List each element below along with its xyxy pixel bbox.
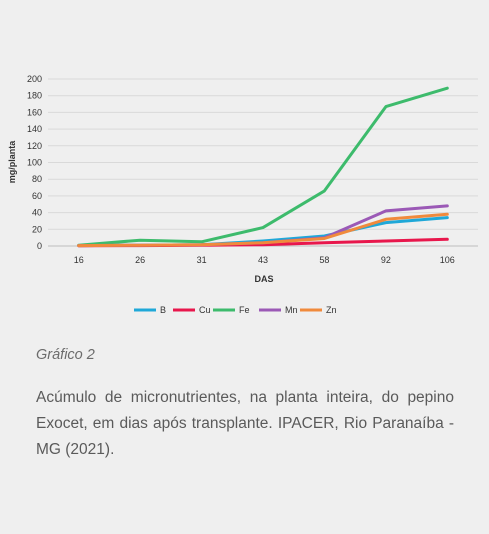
y-tick-label: 180 bbox=[27, 91, 42, 101]
legend-label-b: B bbox=[160, 305, 166, 315]
y-tick-label: 60 bbox=[32, 191, 42, 201]
y-tick-label: 100 bbox=[27, 158, 42, 168]
x-tick-labels: 16 26 31 43 58 92 106 bbox=[74, 255, 455, 265]
y-tick-label: 80 bbox=[32, 174, 42, 184]
legend-label-zn: Zn bbox=[326, 305, 337, 315]
figure-number: Gráfico 2 bbox=[36, 347, 95, 363]
legend: B Cu Fe Mn Zn bbox=[134, 305, 337, 315]
x-tick-label: 106 bbox=[440, 255, 455, 265]
series-lines bbox=[77, 86, 449, 248]
y-tick-label: 0 bbox=[37, 241, 42, 251]
series-line-fe bbox=[77, 86, 449, 247]
legend-label-fe: Fe bbox=[239, 305, 250, 315]
figure-caption: Acúmulo de micronutrientes, na planta in… bbox=[36, 389, 454, 458]
x-tick-label: 58 bbox=[319, 255, 329, 265]
legend-label-mn: Mn bbox=[285, 305, 298, 315]
x-tick-label: 92 bbox=[381, 255, 391, 265]
series-line-zn bbox=[77, 212, 449, 248]
legend-label-cu: Cu bbox=[199, 305, 211, 315]
y-tick-label: 120 bbox=[27, 141, 42, 151]
y-axis-title: mg/planta bbox=[7, 140, 17, 183]
y-tick-label: 160 bbox=[27, 107, 42, 117]
x-tick-label: 26 bbox=[135, 255, 145, 265]
x-tick-label: 43 bbox=[258, 255, 268, 265]
x-tick-label: 31 bbox=[197, 255, 207, 265]
micronutrient-line-chart: 0 20 40 60 80 100 120 140 160 180 200 16 26 31 43 58 92… bbox=[7, 74, 478, 315]
y-tick-label: 200 bbox=[27, 74, 42, 84]
y-tick-label: 140 bbox=[27, 124, 42, 134]
gridlines bbox=[48, 78, 478, 247]
y-tick-label: 40 bbox=[32, 208, 42, 218]
x-tick-label: 16 bbox=[74, 255, 84, 265]
x-axis-title: DAS bbox=[254, 274, 273, 284]
y-tick-labels: 0 20 40 60 80 100 120 140 160 180 200 bbox=[27, 74, 42, 251]
y-tick-label: 20 bbox=[32, 224, 42, 234]
